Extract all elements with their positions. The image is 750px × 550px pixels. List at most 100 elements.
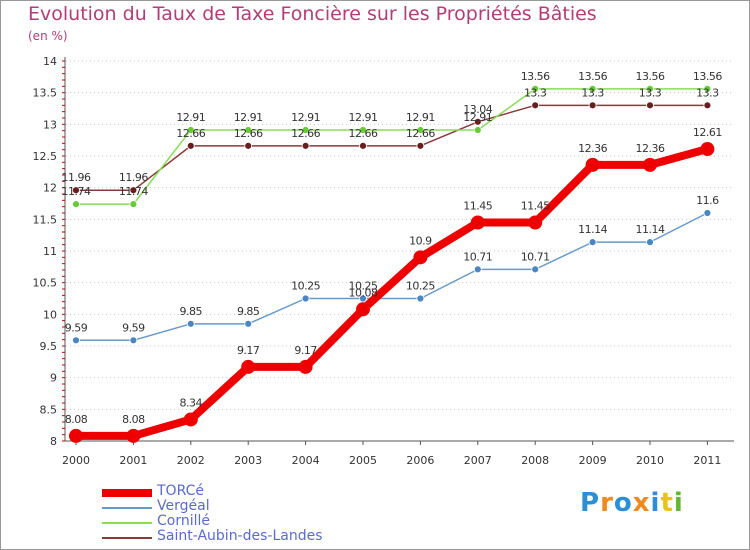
data-point-torce bbox=[241, 359, 256, 374]
logo-letter: o bbox=[613, 488, 633, 518]
data-label-saint-aubin-des-landes: 13.3 bbox=[639, 86, 662, 99]
data-point-torce bbox=[183, 412, 198, 427]
data-point-cornille bbox=[129, 200, 138, 209]
series-line-cornille bbox=[76, 88, 708, 205]
data-point-cornille bbox=[244, 126, 253, 134]
logo-letter: x bbox=[632, 488, 651, 518]
chart-unit-label: (en %) bbox=[28, 29, 68, 43]
data-point-torce bbox=[298, 359, 313, 374]
data-point-saint-aubin-des-landes bbox=[129, 186, 138, 195]
data-point-saint-aubin-des-landes bbox=[531, 101, 540, 110]
data-label-vergeal: 10.71 bbox=[521, 250, 550, 263]
y-tick-label: 11.5 bbox=[33, 213, 58, 226]
data-label-torce: 8.08 bbox=[122, 413, 145, 426]
data-label-torce: 8.08 bbox=[65, 413, 88, 426]
data-point-cornille bbox=[473, 126, 482, 134]
y-tick-label: 10.5 bbox=[33, 277, 58, 290]
data-label-torce: 10.08 bbox=[349, 286, 378, 299]
data-label-cornille: 12.91 bbox=[463, 111, 492, 124]
data-label-cornille: 11.74 bbox=[62, 185, 91, 198]
legend-label-vergeal: Vergéal bbox=[157, 498, 210, 514]
data-point-torce bbox=[643, 157, 657, 172]
x-tick-label: 2005 bbox=[349, 454, 377, 467]
legend-label-cornille: Cornillé bbox=[157, 513, 211, 529]
data-label-vergeal: 9.85 bbox=[237, 305, 260, 318]
data-label-cornille: 13.56 bbox=[521, 70, 550, 83]
data-point-saint-aubin-des-landes bbox=[703, 101, 712, 110]
data-label-saint-aubin-des-landes: 13.04 bbox=[463, 103, 492, 116]
data-label-cornille: 12.91 bbox=[291, 111, 320, 124]
y-tick-label: 8.5 bbox=[40, 403, 58, 416]
data-label-torce: 11.45 bbox=[521, 200, 550, 213]
data-point-saint-aubin-des-landes bbox=[244, 141, 253, 150]
data-point-vergeal bbox=[72, 336, 80, 345]
data-label-saint-aubin-des-landes: 12.66 bbox=[291, 127, 320, 140]
y-tick-label: 8 bbox=[50, 435, 57, 448]
data-point-cornille bbox=[301, 126, 310, 134]
legend-swatch-vergeal bbox=[102, 507, 152, 509]
data-point-torce bbox=[69, 428, 83, 443]
legend-swatch-saint-aubin bbox=[102, 537, 152, 539]
legend-label-torce: TORCé bbox=[157, 483, 204, 499]
y-tick-label: 10 bbox=[43, 308, 57, 321]
data-label-torce: 10.9 bbox=[409, 234, 432, 247]
x-tick-label: 2011 bbox=[693, 454, 721, 467]
y-tick-label: 11 bbox=[43, 245, 57, 258]
y-tick-label: 12 bbox=[43, 182, 57, 195]
data-point-torce bbox=[700, 142, 715, 157]
y-tick-label: 14 bbox=[43, 55, 57, 68]
data-label-vergeal: 9.59 bbox=[65, 321, 88, 334]
x-tick-label: 2001 bbox=[119, 454, 147, 467]
data-point-torce bbox=[585, 157, 600, 172]
data-point-saint-aubin-des-landes bbox=[359, 141, 367, 150]
series-line-vergeal bbox=[76, 212, 708, 342]
data-label-saint-aubin-des-landes: 13.3 bbox=[581, 86, 604, 99]
data-point-vergeal bbox=[359, 294, 367, 303]
data-point-saint-aubin-des-landes bbox=[416, 141, 425, 150]
data-label-vergeal: 9.59 bbox=[122, 321, 145, 334]
data-point-vergeal bbox=[531, 265, 540, 274]
data-point-cornille bbox=[646, 84, 654, 93]
data-label-vergeal: 9.85 bbox=[180, 305, 203, 318]
series-line-torce bbox=[76, 145, 709, 440]
data-label-saint-aubin-des-landes: 13.3 bbox=[696, 86, 719, 99]
data-point-vergeal bbox=[473, 265, 482, 274]
logo-letter: r bbox=[600, 488, 614, 518]
legend-label-saint-aubin: Saint-Aubin-des-Landes bbox=[157, 528, 323, 544]
data-point-torce bbox=[356, 302, 370, 317]
y-tick-label: 9 bbox=[50, 372, 57, 385]
logo-letter: i bbox=[650, 488, 661, 518]
logo-letter: P bbox=[580, 488, 601, 518]
x-tick-label: 2009 bbox=[579, 454, 607, 467]
data-point-torce bbox=[126, 428, 141, 443]
data-label-cornille: 12.91 bbox=[406, 111, 435, 124]
data-point-vergeal bbox=[588, 238, 597, 247]
x-tick-label: 2002 bbox=[177, 454, 205, 467]
data-point-saint-aubin-des-landes bbox=[301, 141, 310, 150]
data-point-vergeal bbox=[416, 294, 425, 303]
data-point-cornille bbox=[72, 200, 80, 209]
data-point-vergeal bbox=[301, 294, 310, 303]
y-tick-label: 12.5 bbox=[33, 150, 58, 163]
data-label-vergeal: 10.25 bbox=[291, 280, 320, 293]
data-point-cornille bbox=[186, 126, 195, 134]
data-label-vergeal: 10.25 bbox=[406, 280, 435, 293]
data-label-vergeal: 11.14 bbox=[578, 223, 607, 236]
data-point-cornille bbox=[531, 84, 540, 93]
x-tick-label: 2010 bbox=[636, 454, 664, 467]
data-label-saint-aubin-des-landes: 12.66 bbox=[349, 127, 378, 140]
legend-swatch-torce bbox=[102, 489, 152, 497]
data-label-torce: 11.45 bbox=[463, 200, 492, 213]
data-label-torce: 9.17 bbox=[294, 344, 317, 357]
x-tick-label: 2004 bbox=[292, 454, 320, 467]
data-point-vergeal bbox=[186, 319, 195, 328]
x-tick-label: 2003 bbox=[234, 454, 262, 467]
data-label-saint-aubin-des-landes: 12.66 bbox=[406, 127, 435, 140]
data-point-vergeal bbox=[129, 336, 138, 345]
data-point-cornille bbox=[416, 126, 425, 134]
data-label-saint-aubin-des-landes: 13.3 bbox=[524, 86, 547, 99]
data-point-vergeal bbox=[646, 238, 654, 247]
data-label-saint-aubin-des-landes: 12.66 bbox=[176, 127, 205, 140]
data-label-cornille: 13.56 bbox=[636, 70, 665, 83]
data-label-cornille: 12.91 bbox=[234, 111, 263, 124]
